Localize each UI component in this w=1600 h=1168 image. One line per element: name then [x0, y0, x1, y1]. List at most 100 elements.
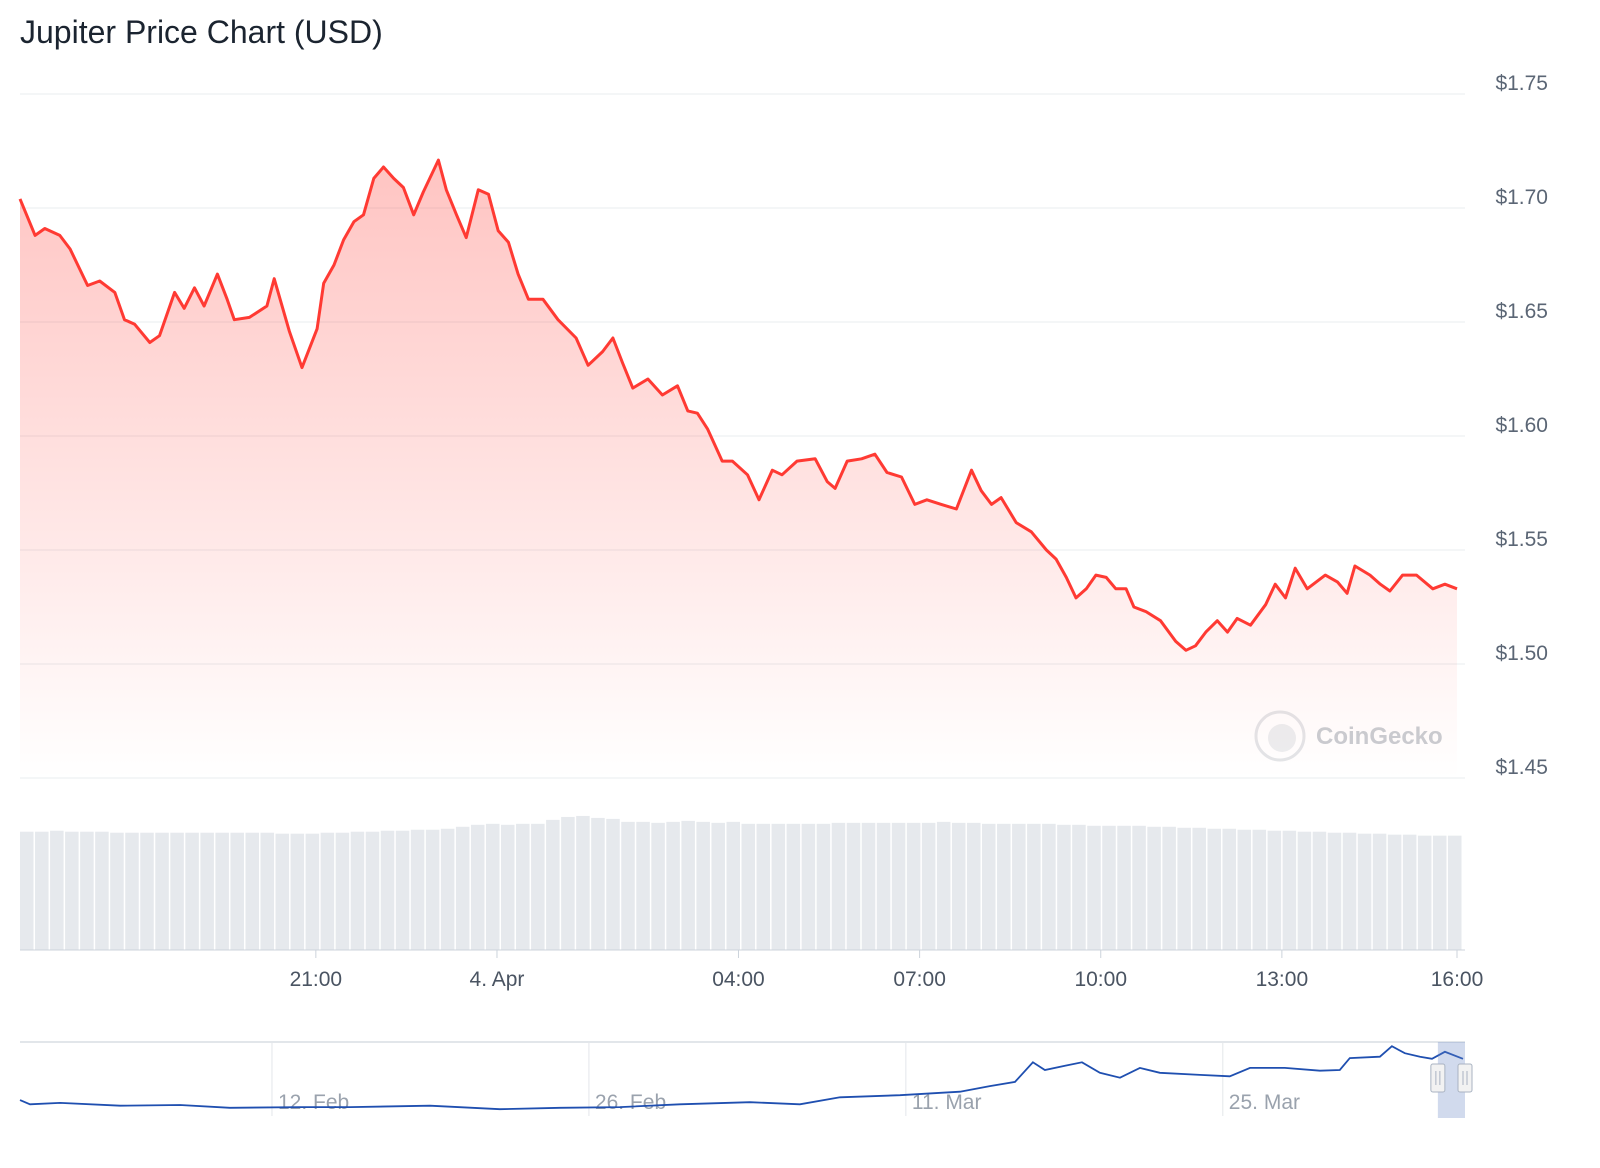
navigator-line — [19, 1045, 1464, 1111]
volume-bar — [1102, 825, 1116, 950]
y-axis-labels: $1.75 $1.70 $1.65 $1.60 $1.55 $1.50 $1.45 — [1495, 72, 1548, 779]
y-tick-label: $1.45 — [1495, 756, 1548, 779]
volume-bar — [621, 821, 635, 950]
x-tick-label: 16:00 — [1431, 968, 1484, 991]
volume-bar — [516, 823, 530, 950]
handle-grip-icon[interactable] — [1457, 1063, 1473, 1093]
x-tick-label: 07:00 — [893, 968, 946, 991]
navigator-tick-label: 26. Feb — [595, 1091, 666, 1114]
y-tick-label: $1.75 — [1495, 72, 1548, 95]
navigator-tick-label: 12. Feb — [278, 1091, 349, 1114]
volume-bar — [380, 830, 395, 950]
volume-bar — [125, 832, 139, 950]
volume-bar — [501, 824, 515, 950]
y-tick-label: $1.50 — [1495, 642, 1548, 665]
volume-bar — [1147, 826, 1161, 950]
volume-bar — [921, 822, 936, 950]
volume-bar — [110, 832, 124, 950]
volume-bar — [245, 832, 259, 950]
chart-title: Jupiter Price Chart (USD) — [20, 14, 383, 50]
volume-bar — [861, 822, 876, 950]
volume-bar — [95, 831, 109, 950]
volume-bar — [982, 823, 996, 950]
volume-bar — [546, 819, 560, 950]
volume-bar — [350, 831, 365, 950]
volume-bar — [1432, 835, 1447, 950]
volume-bar — [1372, 833, 1387, 950]
price-line — [18, 158, 1458, 652]
volume-bar — [1087, 825, 1101, 950]
volume-bar — [966, 822, 981, 950]
volume-bar — [891, 822, 906, 950]
volume-bar — [1297, 831, 1312, 950]
volume-bar — [470, 824, 485, 950]
volume-bar — [1192, 827, 1206, 950]
volume-bar — [365, 831, 380, 950]
x-tick-label: 13:00 — [1256, 968, 1309, 991]
volume-bar — [561, 816, 575, 950]
y-tick-label: $1.65 — [1495, 300, 1548, 323]
navigator-right-handle[interactable] — [1457, 1063, 1473, 1093]
x-tick-label: 10:00 — [1074, 968, 1127, 991]
volume-bar — [831, 822, 846, 950]
volume-bar — [681, 820, 695, 950]
volume-bar — [1222, 828, 1237, 950]
volume-bar — [395, 830, 410, 950]
volume-bar — [1057, 824, 1071, 950]
volume-bar — [951, 822, 966, 950]
navigator-tick-label: 11. Mar — [912, 1091, 982, 1114]
volume-bar — [455, 826, 470, 950]
volume-bar — [1072, 824, 1086, 950]
y-tick-label: $1.70 — [1495, 186, 1548, 209]
y-tick-label: $1.55 — [1495, 528, 1548, 551]
volume-bar — [606, 818, 620, 950]
volume-bar — [591, 817, 605, 950]
handle-grip-icon[interactable] — [1430, 1063, 1446, 1093]
volume-bar — [816, 823, 831, 950]
volume-bar — [726, 821, 740, 950]
volume-bar — [230, 832, 244, 950]
navigator-left-handle[interactable] — [1430, 1063, 1446, 1093]
volume-bar — [1252, 829, 1267, 950]
volume-bar — [320, 832, 335, 950]
volume-bar — [1402, 834, 1417, 950]
volume-bar — [20, 831, 34, 950]
volume-bar — [1312, 831, 1327, 950]
volume-bar — [485, 823, 500, 950]
volume-bar — [1417, 835, 1432, 950]
volume-bar — [741, 823, 756, 950]
volume-bar — [771, 823, 786, 950]
volume-bar — [305, 833, 320, 950]
volume-bar — [1237, 829, 1252, 950]
volume-bars — [20, 815, 1462, 950]
volume-bar — [696, 821, 710, 950]
volume-bar — [50, 830, 64, 950]
volume-bar — [290, 833, 305, 950]
volume-bar — [651, 822, 665, 950]
volume-bar — [275, 833, 290, 950]
volume-bar — [846, 822, 861, 950]
volume-bar — [1027, 823, 1041, 950]
volume-bar — [1357, 833, 1372, 950]
x-tick-label: 4. Apr — [470, 968, 525, 991]
volume-bar — [170, 832, 184, 950]
volume-bar — [215, 832, 229, 950]
volume-bar — [410, 829, 425, 950]
volume-bar — [1447, 835, 1462, 950]
volume-bar — [1342, 832, 1357, 950]
volume-bar — [35, 831, 49, 950]
volume-bar — [936, 821, 951, 950]
volume-bar — [1327, 832, 1342, 950]
volume-bar — [666, 821, 680, 950]
volume-bar — [876, 822, 891, 950]
x-axis-labels: 21:00 4. Apr 04:00 07:00 10:00 13:00 16:00 — [290, 950, 1484, 991]
volume-bar — [906, 822, 921, 950]
volume-bar — [65, 831, 79, 950]
x-tick-label: 04:00 — [712, 968, 765, 991]
y-tick-label: $1.60 — [1495, 414, 1548, 437]
volume-bar — [1132, 825, 1146, 950]
navigator[interactable]: 12. Feb 26. Feb 11. Mar 25. Mar — [19, 1041, 1473, 1118]
volume-bar — [440, 828, 455, 950]
volume-bar — [260, 832, 275, 950]
